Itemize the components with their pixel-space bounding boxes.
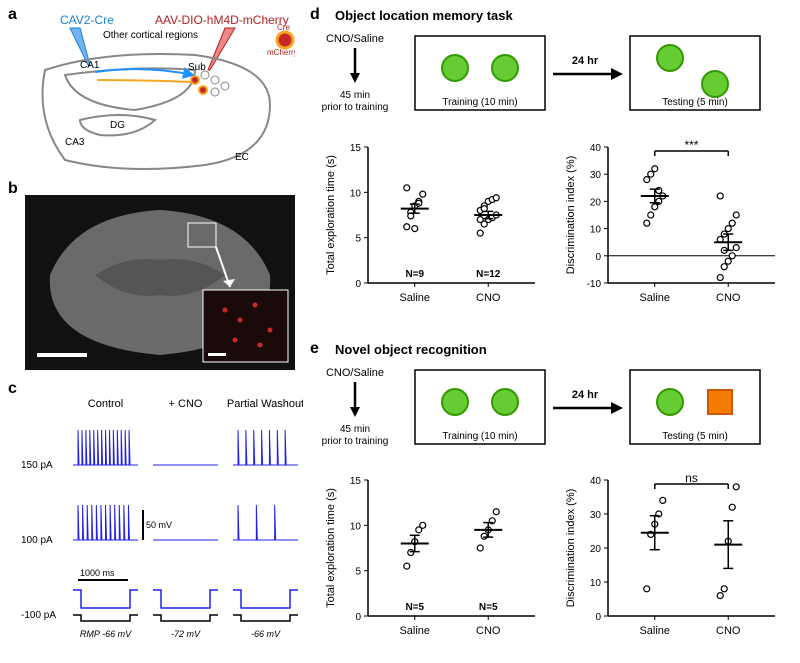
svg-text:prior to training: prior to training: [322, 102, 389, 113]
panel-b: [25, 195, 295, 370]
svg-text:CNO/Saline: CNO/Saline: [326, 367, 384, 379]
particle-icon: Cre mCherry: [267, 23, 295, 57]
panel-e-chart2: 0 10 20 30 40 Discrimination index (%) Saline C…: [560, 468, 785, 648]
svg-text:1000 ms: 1000 ms: [80, 568, 115, 578]
svg-text:Saline: Saline: [639, 292, 670, 304]
svg-text:Saline: Saline: [399, 625, 430, 637]
svg-text:Training (10 min): Training (10 min): [442, 97, 517, 108]
svg-text:-100 pA: -100 pA: [21, 610, 56, 621]
svg-text:24 hr: 24 hr: [572, 55, 599, 67]
svg-text:-10: -10: [587, 279, 602, 290]
svg-text:Partial Washout: Partial Washout: [227, 398, 303, 410]
svg-text:20: 20: [590, 544, 602, 555]
svg-text:0: 0: [355, 279, 361, 290]
svg-text:45 min: 45 min: [340, 424, 370, 435]
svg-text:ns: ns: [685, 471, 698, 485]
svg-text:Training (10 min): Training (10 min): [442, 431, 517, 442]
svg-text:Testing (5 min): Testing (5 min): [662, 97, 728, 108]
svg-text:24 hr: 24 hr: [572, 389, 599, 401]
svg-text:0: 0: [595, 252, 601, 263]
svg-text:150 pA: 150 pA: [21, 460, 53, 471]
panel-a: CAV2-Cre AAV-DIO-hM4D-mCherry Cre mCherr…: [25, 10, 295, 175]
dg-label: DG: [110, 120, 125, 131]
svg-text:0: 0: [355, 612, 361, 623]
svg-text:CNO: CNO: [716, 625, 741, 637]
svg-text:15: 15: [350, 143, 362, 154]
panel-c: Control + CNO Partial Washout 150 pA 100 pA -…: [18, 395, 303, 645]
panel-e-title: Novel object recognition: [335, 342, 487, 357]
svg-text:0: 0: [595, 612, 601, 623]
svg-text:N=9: N=9: [405, 269, 424, 280]
panel-e-chart1: 0 5 10 15 Total exploration time (s) Saline N=…: [320, 468, 545, 648]
svg-text:Testing (5 min): Testing (5 min): [662, 431, 728, 442]
ca3-label: CA3: [65, 137, 85, 148]
svg-text:40: 40: [590, 143, 602, 154]
svg-text:RMP -66 mV: RMP -66 mV: [80, 629, 132, 639]
svg-text:Saline: Saline: [399, 292, 430, 304]
svg-text:Discrimination index (%): Discrimination index (%): [565, 489, 577, 608]
ca1-label: CA1: [80, 60, 100, 71]
panel-label-b: b: [8, 180, 18, 198]
inset-image: [203, 290, 288, 362]
panel-e-scheme: CNO/Saline 45 minprior to training Trainin…: [320, 362, 790, 462]
svg-text:20: 20: [590, 197, 602, 208]
svg-text:mCherry: mCherry: [267, 48, 295, 57]
panel-d-chart1: 0 5 10 15 Total exploration time (s) Saline N=…: [320, 135, 545, 315]
panel-label-e: e: [310, 340, 319, 358]
ec-label: EC: [235, 152, 249, 163]
virus1-label: CAV2-Cre: [60, 13, 114, 27]
svg-text:40: 40: [590, 476, 602, 487]
panel-d-chart2: -10 0 10 20 30 40 Discrimination index (%) Sali…: [560, 135, 785, 315]
svg-text:10: 10: [590, 578, 602, 589]
svg-text:Discrimination index (%): Discrimination index (%): [565, 156, 577, 275]
svg-text:Cre: Cre: [277, 23, 290, 32]
svg-text:45 min: 45 min: [340, 90, 370, 101]
sub-neurons: [191, 71, 229, 96]
panel-label-c: c: [8, 380, 17, 398]
svg-text:CNO: CNO: [476, 292, 501, 304]
svg-text:30: 30: [590, 170, 602, 181]
svg-text:15: 15: [350, 476, 362, 487]
axon-line: [97, 80, 193, 82]
svg-text:Total exploration time (s): Total exploration time (s): [325, 155, 337, 275]
svg-text:-66 mV: -66 mV: [251, 629, 281, 639]
virus2-label: AAV-DIO-hM4D-mCherry: [155, 13, 289, 27]
scalebar: [37, 353, 87, 357]
other-regions-label: Other cortical regions: [103, 30, 198, 41]
svg-text:N=5: N=5: [479, 602, 498, 613]
svg-text:10: 10: [350, 188, 362, 199]
panel-d-scheme: CNO/Saline 45 minprior to training Trainin…: [320, 28, 790, 128]
svg-text:N=12: N=12: [476, 269, 501, 280]
panel-d-title: Object location memory task: [335, 8, 513, 23]
svg-text:CNO: CNO: [716, 292, 741, 304]
svg-text:10: 10: [590, 225, 602, 236]
svg-text:50 mV: 50 mV: [146, 520, 172, 530]
svg-text:30: 30: [590, 510, 602, 521]
panel-label-a: a: [8, 6, 17, 24]
panel-label-d: d: [310, 6, 320, 24]
svg-text:Control: Control: [88, 398, 123, 410]
svg-text:5: 5: [355, 567, 361, 578]
svg-text:100 pA: 100 pA: [21, 535, 53, 546]
ca1-sub-arrow: [95, 69, 193, 75]
svg-text:CNO: CNO: [476, 625, 501, 637]
svg-text:***: ***: [684, 138, 698, 152]
svg-text:prior to training: prior to training: [322, 436, 389, 447]
svg-text:5: 5: [355, 234, 361, 245]
svg-text:Saline: Saline: [639, 625, 670, 637]
svg-text:-72 mV: -72 mV: [171, 629, 201, 639]
svg-text:Total exploration time (s): Total exploration time (s): [325, 488, 337, 608]
svg-text:N=5: N=5: [405, 602, 424, 613]
svg-text:CNO/Saline: CNO/Saline: [326, 33, 384, 45]
svg-text:+ CNO: + CNO: [169, 398, 203, 410]
svg-text:10: 10: [350, 521, 362, 532]
